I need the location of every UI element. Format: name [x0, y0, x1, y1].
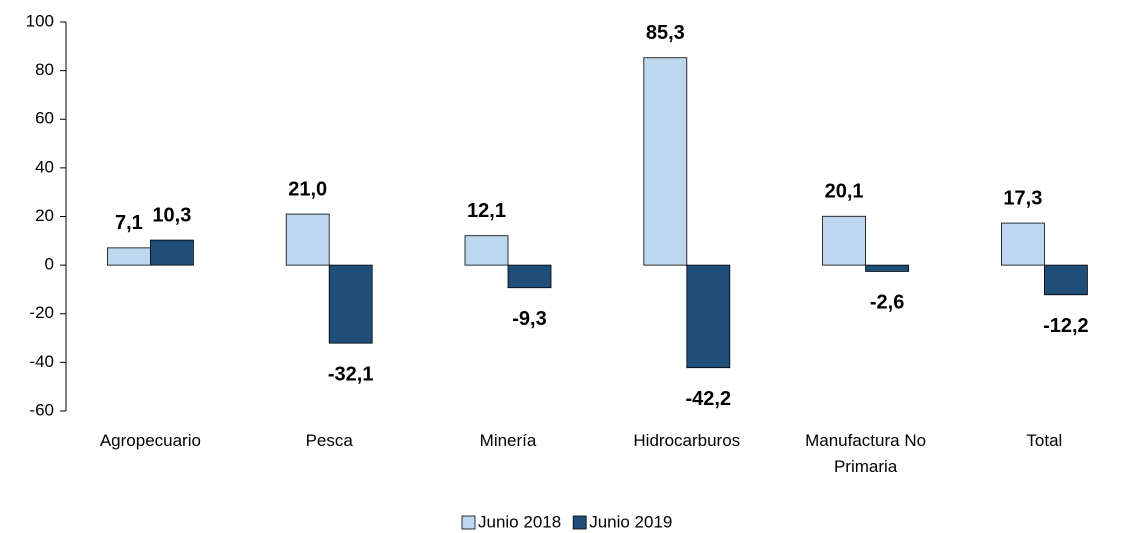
y-tick-label: 40 [35, 157, 54, 176]
y-tick-label: 80 [35, 60, 54, 79]
x-tick-label: Manufactura No Primaria [805, 431, 927, 476]
value-label: 85,3 [646, 22, 685, 44]
value-label: 10,3 [152, 204, 191, 226]
bar [643, 57, 688, 266]
x-tick-label: Minería [479, 431, 537, 450]
bar [149, 239, 194, 266]
value-label: 12,1 [467, 200, 506, 222]
x-tick-label: Hidrocarburos [633, 431, 741, 450]
legend-swatch [572, 515, 587, 530]
value-label: -42,2 [686, 388, 732, 410]
legend-label: Junio 2019 [589, 512, 672, 531]
bar [328, 264, 373, 344]
y-tick-label: -40 [29, 352, 54, 371]
legend-label: Junio 2018 [478, 512, 561, 531]
bar [1044, 264, 1088, 296]
y-tick-label: -60 [29, 400, 54, 419]
value-label: 21,0 [288, 178, 327, 200]
bar [1001, 222, 1045, 266]
value-label: 17,3 [1003, 187, 1042, 209]
value-label: -32,1 [328, 363, 374, 385]
x-tick-label: Agropecuario [99, 431, 201, 450]
bar [686, 264, 731, 369]
x-tick-label: Pesca [305, 431, 353, 450]
value-label: 7,1 [115, 212, 143, 234]
legend-swatch [461, 515, 476, 530]
value-label: -12,2 [1043, 315, 1089, 337]
y-tick-label: -20 [29, 303, 54, 322]
y-tick-label: 20 [35, 206, 54, 225]
bar [822, 215, 866, 266]
value-label: 20,1 [825, 181, 864, 203]
y-tick-label: 0 [45, 255, 54, 274]
y-tick-label: 60 [35, 109, 54, 128]
bar [285, 213, 330, 266]
value-label: -9,3 [512, 308, 546, 330]
bar [507, 264, 552, 289]
bar [107, 247, 151, 266]
x-tick-label: Total [1026, 431, 1063, 450]
y-tick-label: 100 [26, 11, 54, 30]
value-label: -2,6 [870, 292, 904, 314]
bar [464, 235, 509, 266]
bar [865, 264, 909, 272]
